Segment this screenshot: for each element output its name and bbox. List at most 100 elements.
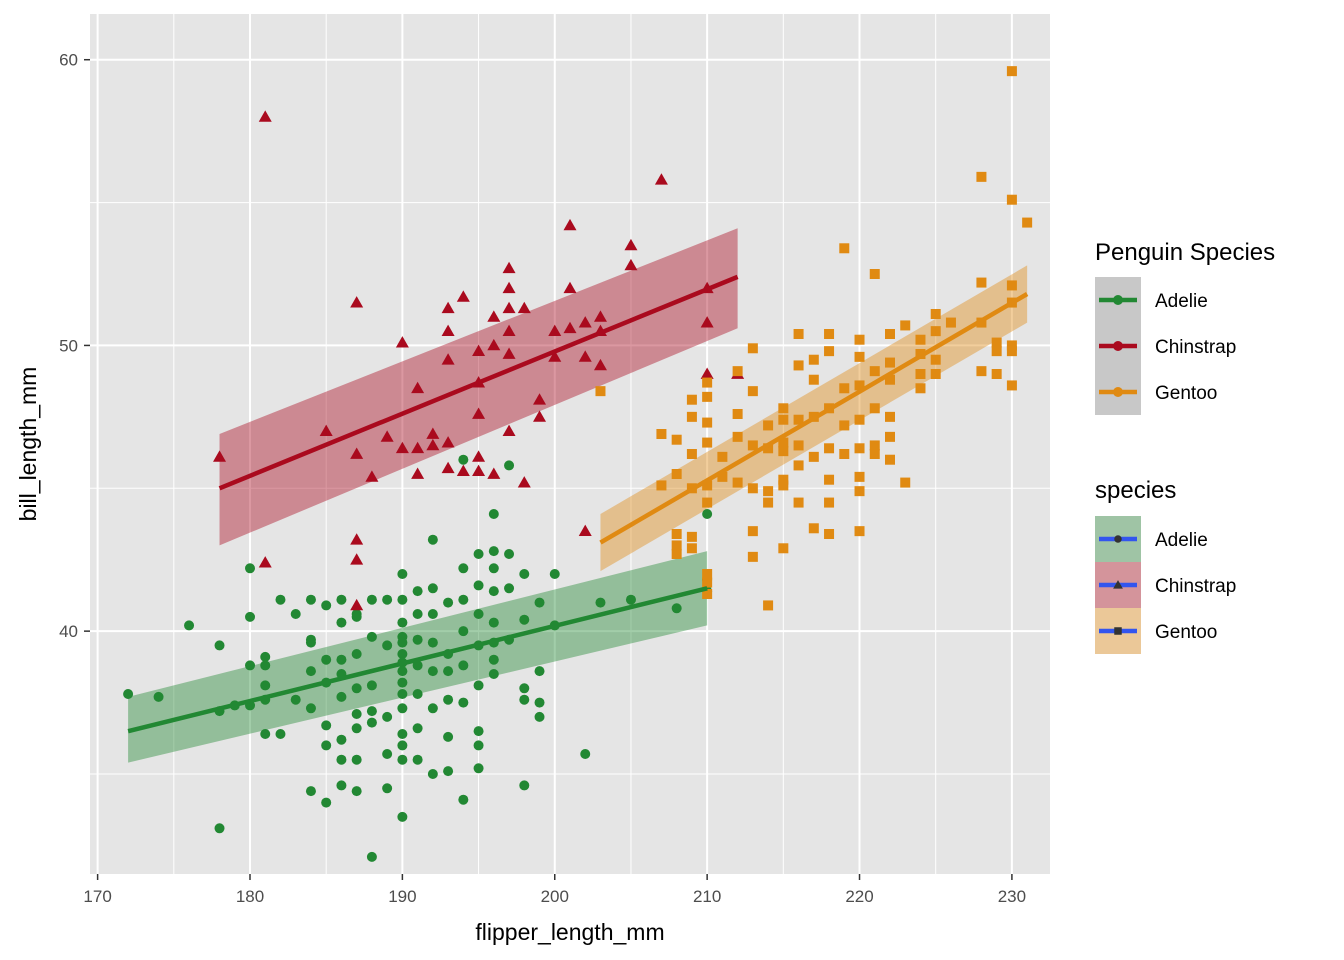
data-point-gentoo — [702, 391, 713, 402]
legend-species: species Adelie Chinstrap Gentoo — [1095, 477, 1236, 654]
data-point-gentoo — [793, 460, 804, 471]
data-point-gentoo — [702, 569, 713, 579]
data-point-chinstrap — [487, 467, 501, 479]
data-point-adelie — [519, 780, 530, 791]
data-point-adelie — [473, 680, 484, 691]
data-point-adelie — [153, 691, 164, 702]
x-tick-label: 180 — [236, 887, 264, 906]
legend-title: species — [1095, 477, 1176, 504]
data-point-adelie — [488, 546, 499, 557]
fit-line-gentoo — [599, 292, 1029, 545]
data-point-chinstrap — [517, 301, 531, 314]
data-point-adelie — [534, 711, 545, 722]
data-point-chinstrap — [624, 258, 638, 271]
data-point-gentoo — [1006, 380, 1017, 391]
data-point-chinstrap — [517, 476, 531, 488]
data-point-adelie — [260, 651, 271, 662]
legend-key-point — [1113, 387, 1123, 397]
data-point-adelie — [366, 851, 377, 862]
data-point-gentoo — [671, 529, 682, 539]
data-point-adelie — [397, 594, 408, 605]
data-point-gentoo — [702, 377, 713, 388]
data-point-adelie — [397, 729, 408, 739]
data-point-chinstrap — [395, 441, 409, 454]
x-tick-label: 200 — [541, 887, 569, 906]
data-point-adelie — [595, 597, 606, 608]
data-point-adelie — [412, 723, 423, 734]
data-point-chinstrap — [258, 110, 272, 122]
data-point-gentoo — [671, 540, 682, 551]
data-point-adelie — [366, 717, 377, 728]
data-point-gentoo — [763, 443, 774, 454]
data-point-gentoo — [747, 440, 758, 451]
data-point-adelie — [488, 669, 499, 679]
data-point-adelie — [519, 614, 530, 625]
data-point-gentoo — [702, 417, 713, 428]
data-point-adelie — [488, 586, 499, 597]
data-point-gentoo — [900, 477, 911, 488]
data-point-gentoo — [976, 171, 987, 182]
data-point-gentoo — [976, 366, 987, 377]
data-point-gentoo — [854, 334, 865, 345]
data-point-adelie — [214, 823, 225, 834]
data-point-gentoo — [869, 403, 880, 414]
legend-key-point — [1113, 295, 1123, 305]
data-point-adelie — [473, 609, 484, 619]
data-point-gentoo — [686, 449, 697, 459]
data-point-adelie — [245, 660, 255, 671]
data-point-gentoo — [991, 346, 1002, 357]
data-point-gentoo — [732, 366, 743, 377]
data-point-adelie — [321, 600, 332, 611]
data-point-gentoo — [671, 549, 682, 559]
data-point-adelie — [488, 654, 499, 665]
data-point-gentoo — [839, 243, 850, 254]
data-point-gentoo — [839, 449, 850, 459]
data-point-gentoo — [900, 320, 911, 331]
data-point-gentoo — [671, 469, 682, 479]
data-point-adelie — [336, 754, 347, 765]
data-point-chinstrap — [502, 324, 516, 337]
fit-line-adelie — [127, 586, 708, 734]
x-tick-label: 170 — [83, 887, 111, 906]
data-point-chinstrap — [548, 324, 562, 337]
data-point-adelie — [397, 617, 408, 628]
data-point-adelie — [412, 660, 423, 671]
data-point-gentoo — [793, 360, 804, 371]
data-point-chinstrap — [426, 427, 440, 439]
data-point-gentoo — [702, 577, 713, 588]
data-point-chinstrap — [441, 436, 455, 448]
data-point-adelie — [443, 597, 454, 608]
data-point-adelie — [519, 683, 530, 694]
data-point-adelie — [534, 597, 545, 608]
data-point-chinstrap — [380, 430, 394, 442]
data-point-gentoo — [702, 480, 713, 491]
legend-key-shape — [1114, 627, 1122, 635]
data-point-chinstrap — [563, 321, 577, 334]
data-point-chinstrap — [563, 218, 577, 231]
data-point-chinstrap — [700, 316, 714, 328]
data-point-gentoo — [686, 394, 697, 405]
data-point-chinstrap — [578, 524, 592, 537]
data-point-gentoo — [1006, 66, 1017, 77]
data-point-gentoo — [763, 600, 774, 611]
y-tick-label: 60 — [59, 51, 78, 70]
data-point-chinstrap — [563, 281, 577, 294]
data-point-gentoo — [702, 497, 713, 508]
legend-label-adelie: Adelie — [1155, 530, 1208, 551]
data-point-chinstrap — [411, 441, 425, 454]
legend-label-chinstrap: Chinstrap — [1155, 337, 1236, 358]
data-point-gentoo — [778, 403, 789, 414]
data-point-adelie — [458, 697, 469, 708]
data-point-adelie — [245, 563, 255, 574]
data-point-adelie — [382, 640, 393, 651]
data-point-gentoo — [717, 451, 728, 462]
data-point-gentoo — [930, 354, 941, 365]
data-point-chinstrap — [441, 353, 455, 365]
data-point-adelie — [397, 649, 408, 659]
data-point-chinstrap — [502, 301, 516, 314]
legend-key-shape — [1114, 535, 1122, 543]
data-point-chinstrap — [350, 447, 364, 459]
data-point-gentoo — [747, 343, 758, 354]
data-point-adelie — [580, 749, 591, 759]
x-tick-label: 230 — [998, 887, 1026, 906]
